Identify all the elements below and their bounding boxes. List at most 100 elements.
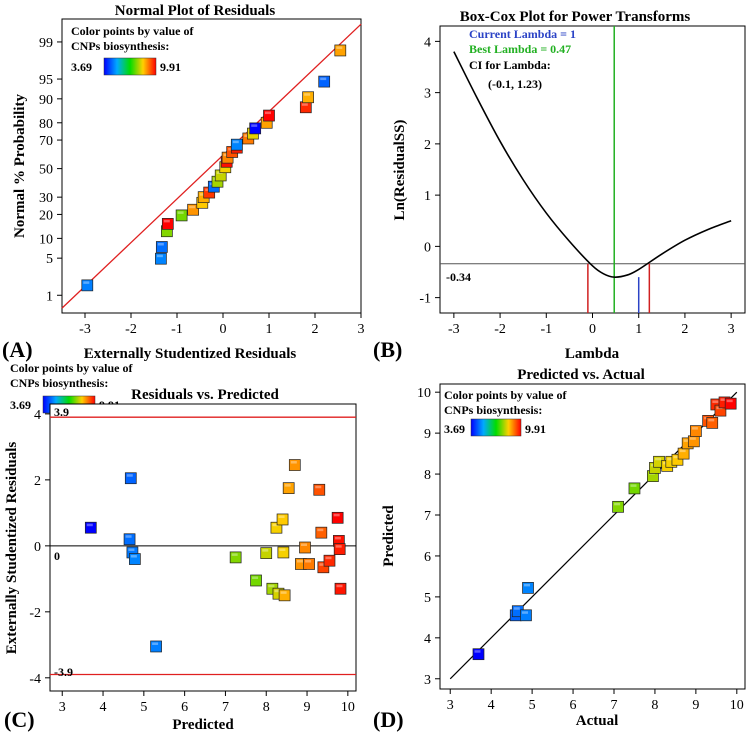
- panel-c-lower-limit-label: -3.9: [54, 665, 73, 679]
- panel-a-y-tick-7: 80: [39, 117, 53, 132]
- panel-a-legend-gradient: [103, 57, 157, 76]
- panel-b-y-tick-5: 4: [424, 35, 431, 50]
- panel-c-x-label: Predicted: [172, 717, 234, 733]
- panel-a-x-tick-0: -3: [79, 322, 91, 337]
- panel-a-point-23-highlight: [265, 111, 271, 115]
- panel-d-y-tick-2: 5: [424, 591, 431, 606]
- panel-d-y-tick-6: 9: [424, 427, 431, 442]
- panel-d-point-3-highlight: [521, 611, 528, 614]
- panel-a-point-0-highlight: [83, 281, 90, 284]
- panel-b-y-tick-2: 1: [424, 189, 431, 204]
- panel-a-x-tick-5: 2: [312, 322, 319, 337]
- panel-c-x-tick-6: 9: [304, 700, 311, 715]
- panel-a-point-4: [161, 218, 174, 230]
- panel-c-point-5-highlight: [152, 642, 159, 645]
- panel-a-label: (A): [2, 337, 33, 362]
- panel-d-point-5-highlight: [614, 502, 621, 506]
- panel-a-y-tick-1: 5: [46, 252, 53, 267]
- panel-a-point-5: [175, 209, 188, 222]
- panel-a-point-8-highlight: [199, 193, 206, 196]
- panel-c-y-tick-0: -4: [29, 672, 41, 687]
- panel-d-y-tick-3: 6: [424, 550, 431, 565]
- panel-d-x-tick-4: 7: [610, 698, 617, 713]
- panel-d-legend-line2: CNPs biosynthesis:: [444, 403, 542, 417]
- panel-a-legend-max: 9.91: [160, 60, 181, 74]
- panel-d-x-tick-0: 3: [447, 698, 454, 713]
- panel-d-legend-line1: Color points by value of: [444, 388, 567, 402]
- panel-b-x-tick-1: -2: [494, 322, 506, 337]
- panel-d-point-4-highlight: [524, 583, 531, 587]
- panel-d-point-0: [472, 648, 485, 661]
- panel-a-y-tick-10: 99: [39, 36, 53, 51]
- panel-c-point-16-highlight: [290, 461, 297, 464]
- panel-c-point-18: [299, 541, 311, 554]
- panel-a-point-26-highlight: [320, 77, 327, 81]
- panel-a-x-tick-2: -1: [171, 322, 183, 337]
- panel-c-point-27: [334, 582, 347, 595]
- panel-b-y-tick-1: 0: [424, 240, 431, 255]
- panel-c-x-tick-0: 3: [59, 700, 66, 715]
- panel-d: Predicted vs. Actual 3 4 5 6 7 8 9 10345678910 …: [373, 367, 746, 732]
- panel-c-point-19: [303, 558, 315, 570]
- panel-d-point-18: [706, 417, 719, 429]
- panel-b-x-tick-3: 0: [589, 322, 596, 337]
- panel-c-point-10: [270, 521, 283, 534]
- panel-c-point-12: [276, 513, 289, 526]
- panel-c-legend-line1: Color points by value of: [10, 361, 133, 375]
- panel-b-x-tick-6: 3: [728, 322, 735, 337]
- panel-d-y-tick-7: 10: [417, 386, 431, 401]
- panel-a-legend: Color points by value of CNPs biosynthes…: [71, 24, 194, 76]
- panel-d-point-3: [520, 609, 532, 622]
- panel-c-point-7: [250, 574, 262, 587]
- panel-b-y-tick-3: 2: [424, 138, 431, 153]
- panel-c-x-tick-5: 8: [263, 700, 270, 715]
- panel-c-point-13-highlight: [279, 548, 286, 551]
- panel-d-point-4: [522, 582, 534, 594]
- panel-d-x-tick-7: 10: [730, 698, 744, 713]
- panel-c-point-7-highlight: [252, 576, 259, 579]
- panel-c-point-19-highlight: [305, 559, 312, 563]
- panel-a-point-4-highlight: [163, 219, 170, 223]
- panel-d-x-tick-3: 6: [570, 698, 577, 713]
- panel-c-point-4-highlight: [130, 555, 137, 558]
- panel-d-point-16: [690, 425, 702, 437]
- panel-d-point-19-highlight: [712, 400, 719, 403]
- panel-b-x-tick-4: 1: [635, 322, 642, 337]
- panel-a-points: [81, 44, 347, 292]
- panel-a-y-tick-9: 95: [39, 73, 53, 88]
- panel-c-point-0: [84, 521, 97, 534]
- panel-b-ticks: -3 -2 -1 0 1 2 3 -1 0 1 2 3 4: [419, 35, 734, 337]
- panel-c-point-3-highlight: [128, 548, 135, 551]
- panel-a-point-5-highlight: [177, 211, 184, 214]
- panel-c-point-26-highlight: [335, 545, 342, 548]
- panel-d-x-tick-1: 4: [488, 698, 495, 713]
- panel-a-point-2-highlight: [157, 242, 164, 246]
- panel-a-point-21: [249, 122, 262, 135]
- panel-c-point-18-highlight: [301, 543, 307, 546]
- panel-c-point-5: [150, 640, 162, 653]
- panel-a-title: Normal Plot of Residuals: [115, 3, 276, 19]
- panel-a-point-24-highlight: [301, 103, 308, 106]
- panel-c-x-tick-1: 4: [100, 700, 107, 715]
- panel-d-title: Predicted vs. Actual: [517, 367, 645, 383]
- panel-c-point-6-highlight: [231, 553, 238, 556]
- panel-c-x-tick-3: 6: [181, 700, 188, 715]
- panel-a: Normal Plot of Residuals -3 -2 -1 0 1 2 3 1 5 10 2…: [2, 3, 365, 362]
- panel-c-point-23-highlight: [325, 556, 332, 560]
- panel-c: Color points by value of CNPs biosynthes…: [4, 361, 357, 733]
- panel-a-point-2: [155, 241, 168, 253]
- panel-c-x-tick-7: 10: [341, 700, 355, 715]
- panel-c-y-tick-4: 4: [34, 408, 41, 423]
- panel-c-point-1: [124, 472, 137, 485]
- panel-b-current-label: Current Lambda = 1: [469, 27, 576, 41]
- panel-a-y-tick-0: 1: [46, 289, 53, 304]
- panel-c-point-2: [123, 533, 136, 546]
- panel-d-y-tick-1: 4: [424, 632, 431, 647]
- panel-d-y-tick-4: 7: [424, 509, 431, 524]
- panel-b: Box-Cox Plot for Power Transforms -3 -2 -1…: [373, 9, 746, 362]
- panel-c-point-17-highlight: [296, 559, 303, 563]
- panel-c-point-20: [313, 483, 326, 496]
- panel-b-hline-label: -0.34: [446, 270, 471, 284]
- panel-a-point-26: [318, 75, 331, 88]
